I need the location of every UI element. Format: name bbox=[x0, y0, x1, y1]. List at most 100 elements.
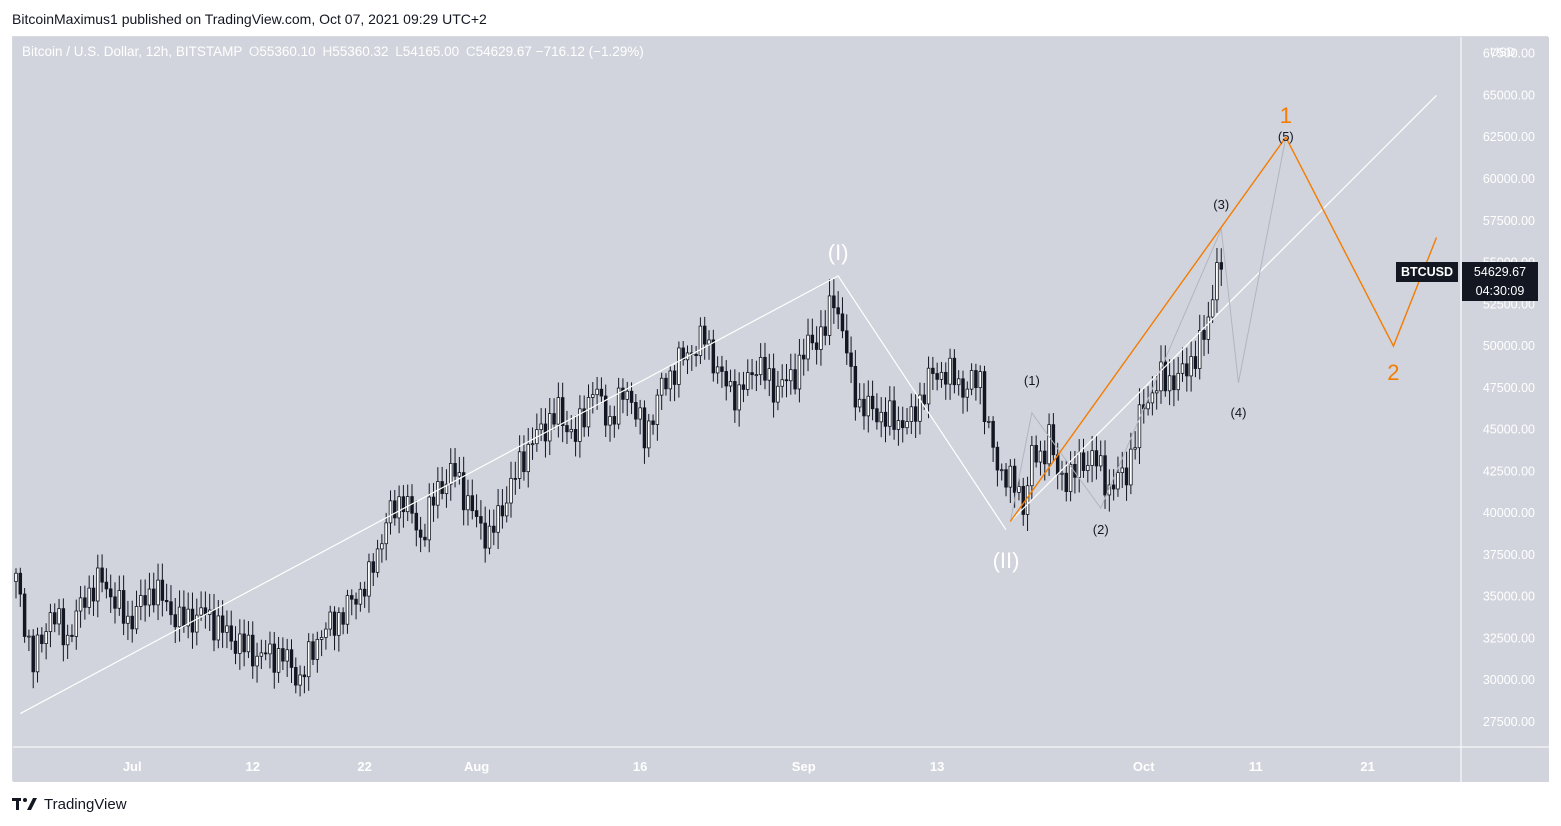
candle-body bbox=[651, 420, 655, 425]
candle-body bbox=[431, 496, 436, 506]
candle-body bbox=[694, 353, 698, 357]
wave-label: (1) bbox=[1024, 373, 1040, 388]
candle-body bbox=[750, 372, 754, 376]
candle-body bbox=[444, 483, 449, 494]
candle-body bbox=[246, 634, 251, 653]
candle-body bbox=[875, 408, 879, 423]
candle-body bbox=[388, 500, 393, 524]
chart-legend: Bitcoin / U.S. Dollar, 12h, BITSTAMP O55… bbox=[22, 44, 644, 59]
legend-low-label: L bbox=[395, 44, 403, 59]
candle-body bbox=[1008, 465, 1013, 488]
candle-body bbox=[616, 387, 621, 425]
candle-body bbox=[677, 347, 681, 385]
footer-brand[interactable]: TradingView bbox=[44, 795, 127, 813]
candle-body bbox=[591, 394, 595, 398]
candle-body bbox=[289, 649, 294, 668]
legend-symbol: Bitcoin / U.S. Dollar, 12h, BITSTAMP bbox=[22, 44, 243, 59]
candle-body bbox=[806, 334, 810, 360]
candle-body bbox=[621, 387, 625, 400]
candle-body bbox=[681, 347, 685, 361]
candle-body bbox=[1086, 465, 1090, 471]
candle-body bbox=[883, 411, 888, 427]
candle-body bbox=[720, 366, 724, 372]
candle-body bbox=[586, 397, 591, 428]
candle-body bbox=[638, 407, 642, 420]
y-tick-label: 27500.00 bbox=[1483, 715, 1535, 729]
y-tick-label: 65000.00 bbox=[1483, 88, 1535, 102]
candle-body bbox=[350, 595, 354, 600]
candle-body bbox=[711, 339, 716, 374]
candle-body bbox=[655, 394, 660, 425]
candle-body bbox=[625, 390, 629, 400]
wave-label: 2 bbox=[1387, 360, 1399, 385]
candle-body bbox=[771, 368, 776, 403]
candle-body bbox=[513, 477, 518, 480]
candle-body bbox=[182, 606, 186, 627]
candle-body bbox=[345, 595, 350, 625]
chart-svg[interactable]: 27500.00 30000.00 32500.00 35000.00 37500.00… bbox=[13, 37, 1549, 782]
candle-body bbox=[276, 648, 281, 673]
candle-body bbox=[728, 381, 733, 387]
channel-line bbox=[1009, 95, 1437, 522]
candle-body bbox=[147, 588, 152, 606]
candle-body bbox=[892, 400, 896, 430]
candle-body bbox=[913, 406, 918, 422]
candle-body bbox=[470, 495, 475, 512]
candle-body bbox=[1017, 486, 1021, 493]
candle-body bbox=[952, 357, 957, 386]
candle-body bbox=[556, 397, 561, 425]
candle-body bbox=[1111, 484, 1116, 490]
candle-body bbox=[642, 407, 647, 449]
candle-body bbox=[35, 634, 40, 673]
candle-body bbox=[1051, 424, 1056, 456]
candle-body bbox=[987, 420, 991, 423]
candle-body bbox=[220, 615, 225, 633]
candle-body bbox=[1012, 465, 1017, 493]
candle-body bbox=[492, 525, 496, 533]
candle-body bbox=[272, 643, 277, 673]
candle-body bbox=[797, 354, 802, 390]
candle-body bbox=[1129, 448, 1133, 486]
wave-label: (3) bbox=[1213, 197, 1229, 212]
candle-body bbox=[565, 425, 569, 433]
candle-body bbox=[436, 481, 440, 506]
candle-body bbox=[900, 420, 905, 429]
candle-body bbox=[969, 370, 974, 390]
candle-body bbox=[827, 295, 832, 336]
candle-body bbox=[319, 637, 324, 640]
candle-body bbox=[449, 463, 453, 485]
y-tick-label: 45000.00 bbox=[1483, 423, 1535, 437]
candle-body bbox=[427, 496, 431, 541]
candle-body bbox=[784, 379, 789, 382]
candle-body bbox=[659, 377, 664, 396]
candle-body bbox=[1068, 463, 1073, 492]
currency-label: USD bbox=[1490, 45, 1516, 59]
candle-body bbox=[332, 611, 337, 636]
chart-frame[interactable]: 27500.00 30000.00 32500.00 35000.00 37500.00… bbox=[12, 36, 1549, 782]
candle-body bbox=[810, 334, 815, 344]
candle-body bbox=[1146, 402, 1150, 410]
candle-body bbox=[793, 369, 797, 390]
candle-body bbox=[608, 416, 612, 426]
candle-body bbox=[870, 395, 875, 410]
candle-body bbox=[397, 496, 401, 519]
candle-body bbox=[991, 420, 995, 448]
candle-body bbox=[199, 607, 203, 616]
candle-body bbox=[44, 631, 48, 644]
candle-body bbox=[918, 394, 922, 422]
candle-body bbox=[130, 615, 134, 630]
candle-body bbox=[496, 505, 500, 533]
candle-body bbox=[1159, 361, 1163, 392]
candle-body bbox=[634, 402, 638, 420]
x-tick-label: Jul bbox=[123, 759, 142, 774]
y-tick-label: 30000.00 bbox=[1483, 673, 1535, 687]
candle-body bbox=[414, 512, 419, 531]
candle-body bbox=[216, 615, 221, 641]
candle-body bbox=[836, 307, 840, 315]
candle-body bbox=[57, 608, 61, 625]
candle-body bbox=[186, 608, 190, 627]
candle-body bbox=[698, 325, 703, 357]
candle-body bbox=[780, 379, 784, 387]
candle-body bbox=[294, 667, 298, 686]
candle-body bbox=[845, 330, 849, 354]
